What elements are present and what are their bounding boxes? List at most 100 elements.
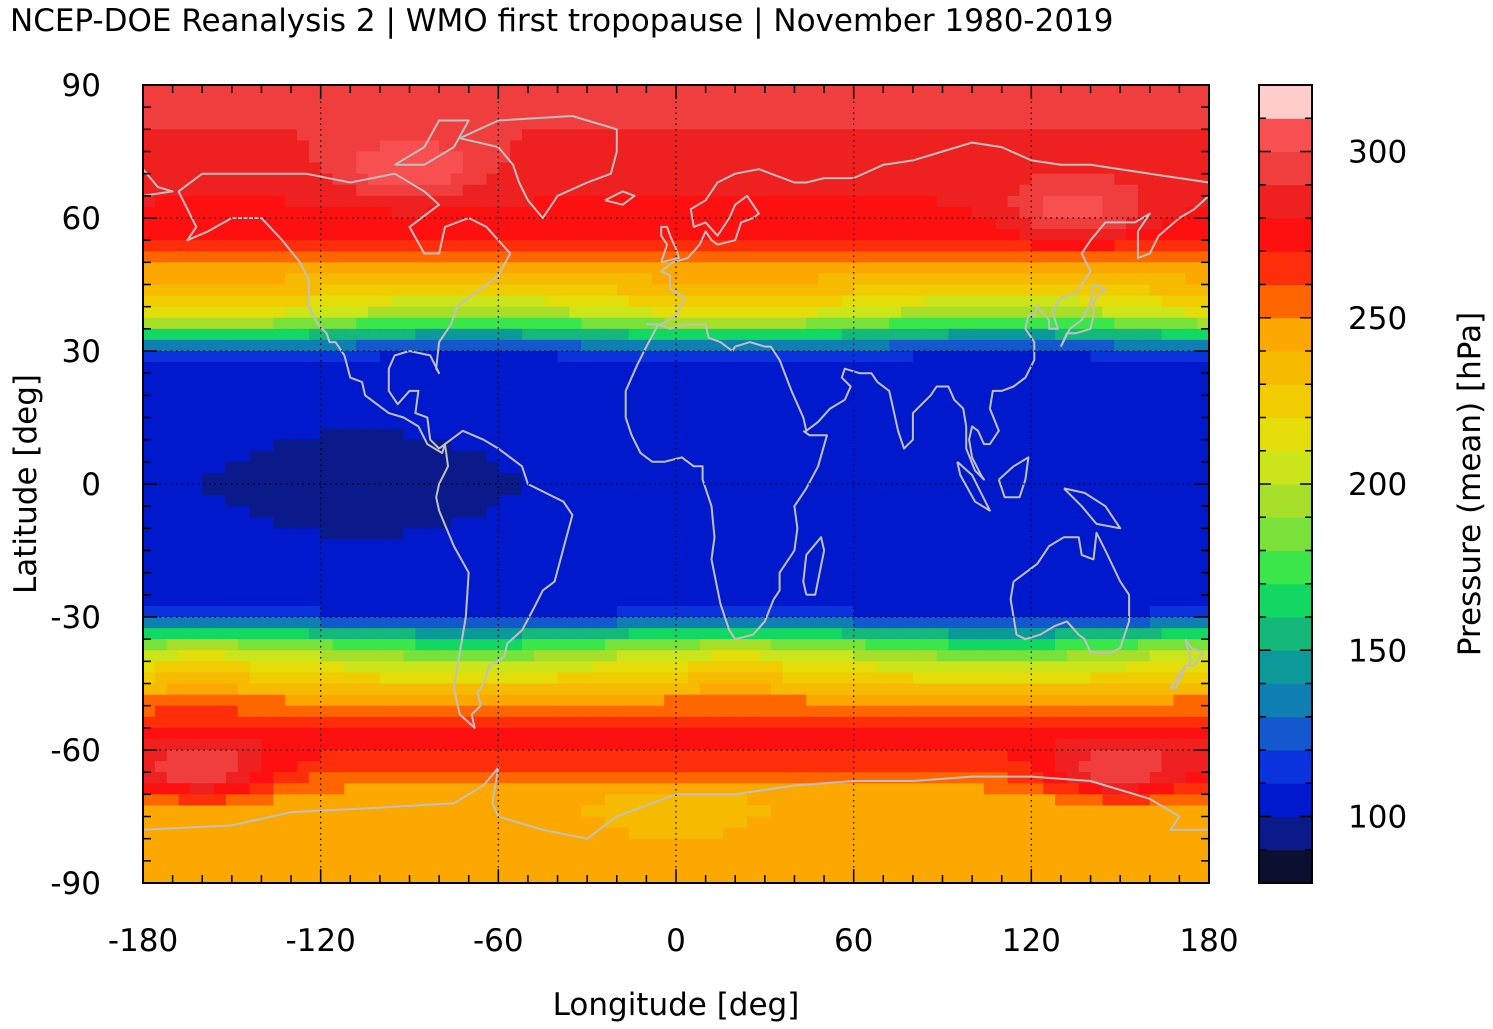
heatmap-cell xyxy=(557,306,570,319)
heatmap-cell xyxy=(533,639,547,651)
heatmap-cell xyxy=(1114,617,1127,629)
heatmap-cell xyxy=(747,495,760,507)
heatmap-cell xyxy=(569,273,582,286)
heatmap-cell xyxy=(841,362,855,374)
heatmap-cell xyxy=(877,362,890,374)
heatmap-cell xyxy=(782,273,796,286)
heatmap-cell xyxy=(427,550,440,563)
heatmap-cell xyxy=(1197,328,1209,341)
heatmap-cell xyxy=(1090,118,1103,130)
heatmap-cell xyxy=(1149,273,1163,286)
heatmap-cell xyxy=(841,495,855,507)
heatmap-cell xyxy=(522,539,535,552)
heatmap-cell xyxy=(723,218,736,230)
heatmap-cell xyxy=(1185,639,1198,651)
heatmap-cell xyxy=(948,140,961,153)
heatmap-cell xyxy=(190,229,203,241)
heatmap-cell xyxy=(439,218,452,230)
heatmap-cell xyxy=(1102,339,1115,352)
heatmap-cell xyxy=(912,683,926,696)
heatmap-cell xyxy=(782,140,796,153)
heatmap-cell xyxy=(1031,85,1044,97)
heatmap-cell xyxy=(178,417,191,430)
heatmap-cell xyxy=(794,461,807,474)
heatmap-cell xyxy=(427,107,440,119)
heatmap-cell xyxy=(912,317,926,330)
heatmap-cell xyxy=(510,173,523,186)
heatmap-cell xyxy=(1043,362,1056,374)
heatmap-cell xyxy=(676,339,689,352)
heatmap-cell xyxy=(166,417,180,430)
heatmap-cell xyxy=(747,650,760,662)
heatmap-cell xyxy=(640,140,653,153)
heatmap-cell xyxy=(735,495,748,507)
heatmap-cell xyxy=(1031,572,1044,585)
heatmap-cell xyxy=(214,417,227,430)
heatmap-cell xyxy=(166,317,180,330)
heatmap-cell xyxy=(687,229,701,241)
heatmap-cell xyxy=(1019,683,1032,696)
heatmap-cell xyxy=(308,628,322,640)
heatmap-cell xyxy=(178,284,191,297)
heatmap-cell xyxy=(1161,450,1175,463)
heatmap-cell xyxy=(1173,461,1186,474)
heatmap-cell xyxy=(166,672,180,685)
heatmap-cell xyxy=(474,650,488,662)
heatmap-cell xyxy=(912,395,926,408)
heatmap-cell xyxy=(462,362,476,374)
heatmap-cell xyxy=(202,506,215,518)
heatmap-cell xyxy=(427,240,440,252)
heatmap-cell xyxy=(1149,262,1163,275)
heatmap-cell xyxy=(640,184,653,197)
heatmap-cell xyxy=(225,683,239,696)
heatmap-cell xyxy=(415,173,428,186)
heatmap-cell xyxy=(486,461,499,474)
heatmap-cell xyxy=(439,373,452,385)
heatmap-cell xyxy=(616,118,630,130)
heatmap-cell xyxy=(841,561,855,574)
heatmap-cell xyxy=(391,306,405,319)
heatmap-cell xyxy=(379,484,393,496)
heatmap-cell xyxy=(178,439,191,452)
heatmap-cell xyxy=(486,594,499,607)
heatmap-cell xyxy=(664,517,677,529)
heatmap-cell xyxy=(296,617,310,629)
heatmap-cell xyxy=(285,484,298,496)
heatmap-cell xyxy=(296,273,310,286)
heatmap-cell xyxy=(498,262,511,275)
heatmap-cell xyxy=(143,450,156,463)
heatmap-cell xyxy=(296,561,310,574)
heatmap-cell xyxy=(628,550,642,563)
heatmap-cell xyxy=(1137,594,1151,607)
heatmap-cell xyxy=(1173,395,1186,408)
heatmap-cell xyxy=(889,96,902,108)
heatmap-cell xyxy=(143,206,156,219)
heatmap-cell xyxy=(794,417,807,430)
heatmap-cell xyxy=(439,107,452,119)
heatmap-cell xyxy=(676,362,689,374)
heatmap-cell xyxy=(711,295,724,308)
heatmap-cell xyxy=(391,450,405,463)
heatmap-cell xyxy=(439,605,452,618)
heatmap-cell xyxy=(1066,173,1080,186)
heatmap-cell xyxy=(368,461,381,474)
heatmap-cell xyxy=(593,639,606,651)
heatmap-cell xyxy=(628,539,642,552)
heatmap-cell xyxy=(853,484,867,496)
heatmap-cell xyxy=(853,173,867,186)
heatmap-cell xyxy=(450,639,464,651)
heatmap-cell xyxy=(1197,594,1209,607)
heatmap-cell xyxy=(616,306,630,319)
heatmap-cell xyxy=(344,639,357,651)
heatmap-cell xyxy=(770,218,784,230)
heatmap-cell xyxy=(1090,439,1103,452)
heatmap-cell xyxy=(510,96,523,108)
heatmap-cell xyxy=(308,262,322,275)
heatmap-cell xyxy=(166,583,180,596)
heatmap-cell xyxy=(889,339,902,352)
heatmap-cell xyxy=(545,96,559,108)
heatmap-cell xyxy=(166,683,180,696)
heatmap-cell xyxy=(664,406,677,419)
heatmap-cell xyxy=(995,362,1009,374)
heatmap-cell xyxy=(1114,339,1127,352)
